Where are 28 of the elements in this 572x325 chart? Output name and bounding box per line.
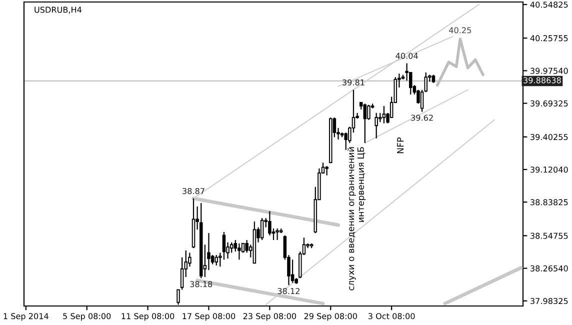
- ref-line-label: 39.88638: [524, 77, 561, 84]
- y-tick-label: 39.97540: [530, 68, 568, 74]
- y-tick-label: 39.40255: [530, 134, 568, 140]
- x-tick-label: 3 Oct 08:00: [368, 313, 415, 320]
- text: 38.87: [182, 188, 204, 194]
- x-tick-label: 29 Sep 08:00: [304, 313, 357, 321]
- text: USDRUB,H4: [34, 6, 82, 14]
- data-label: 40.25: [449, 27, 471, 34]
- text: 39.62: [411, 114, 433, 121]
- y-tick-label: 40.54825: [530, 2, 568, 8]
- annotation: NFP: [397, 137, 404, 154]
- text: 40.04: [396, 52, 418, 59]
- x-tick-label: 1 Sep 2014: [4, 313, 48, 321]
- y-tick-label: 38.54755: [530, 232, 568, 239]
- text: 39.81: [342, 79, 364, 86]
- text: 38.12: [278, 288, 300, 294]
- annotation: слухи о введении ограничений интервенция ЦБ: [347, 147, 366, 290]
- x-tick-label: 23 Sep 08:00: [243, 313, 296, 321]
- y-tick-label: 38.83825: [530, 199, 568, 206]
- y-tick-label: 40.25755: [530, 35, 568, 42]
- x-tick-label: 11 Sep 08:00: [122, 313, 174, 321]
- text: 38.18: [190, 281, 212, 288]
- y-tick-label: 39.12040: [530, 166, 568, 173]
- x-tick-label: 5 Sep 08:00: [63, 313, 111, 321]
- y-tick-label: 39.69325: [530, 100, 568, 106]
- y-tick-label: 38.26540: [530, 265, 568, 272]
- x-tick-label: 17 Sep 08:00: [182, 313, 236, 321]
- y-tick-label: 37.98325: [530, 298, 568, 304]
